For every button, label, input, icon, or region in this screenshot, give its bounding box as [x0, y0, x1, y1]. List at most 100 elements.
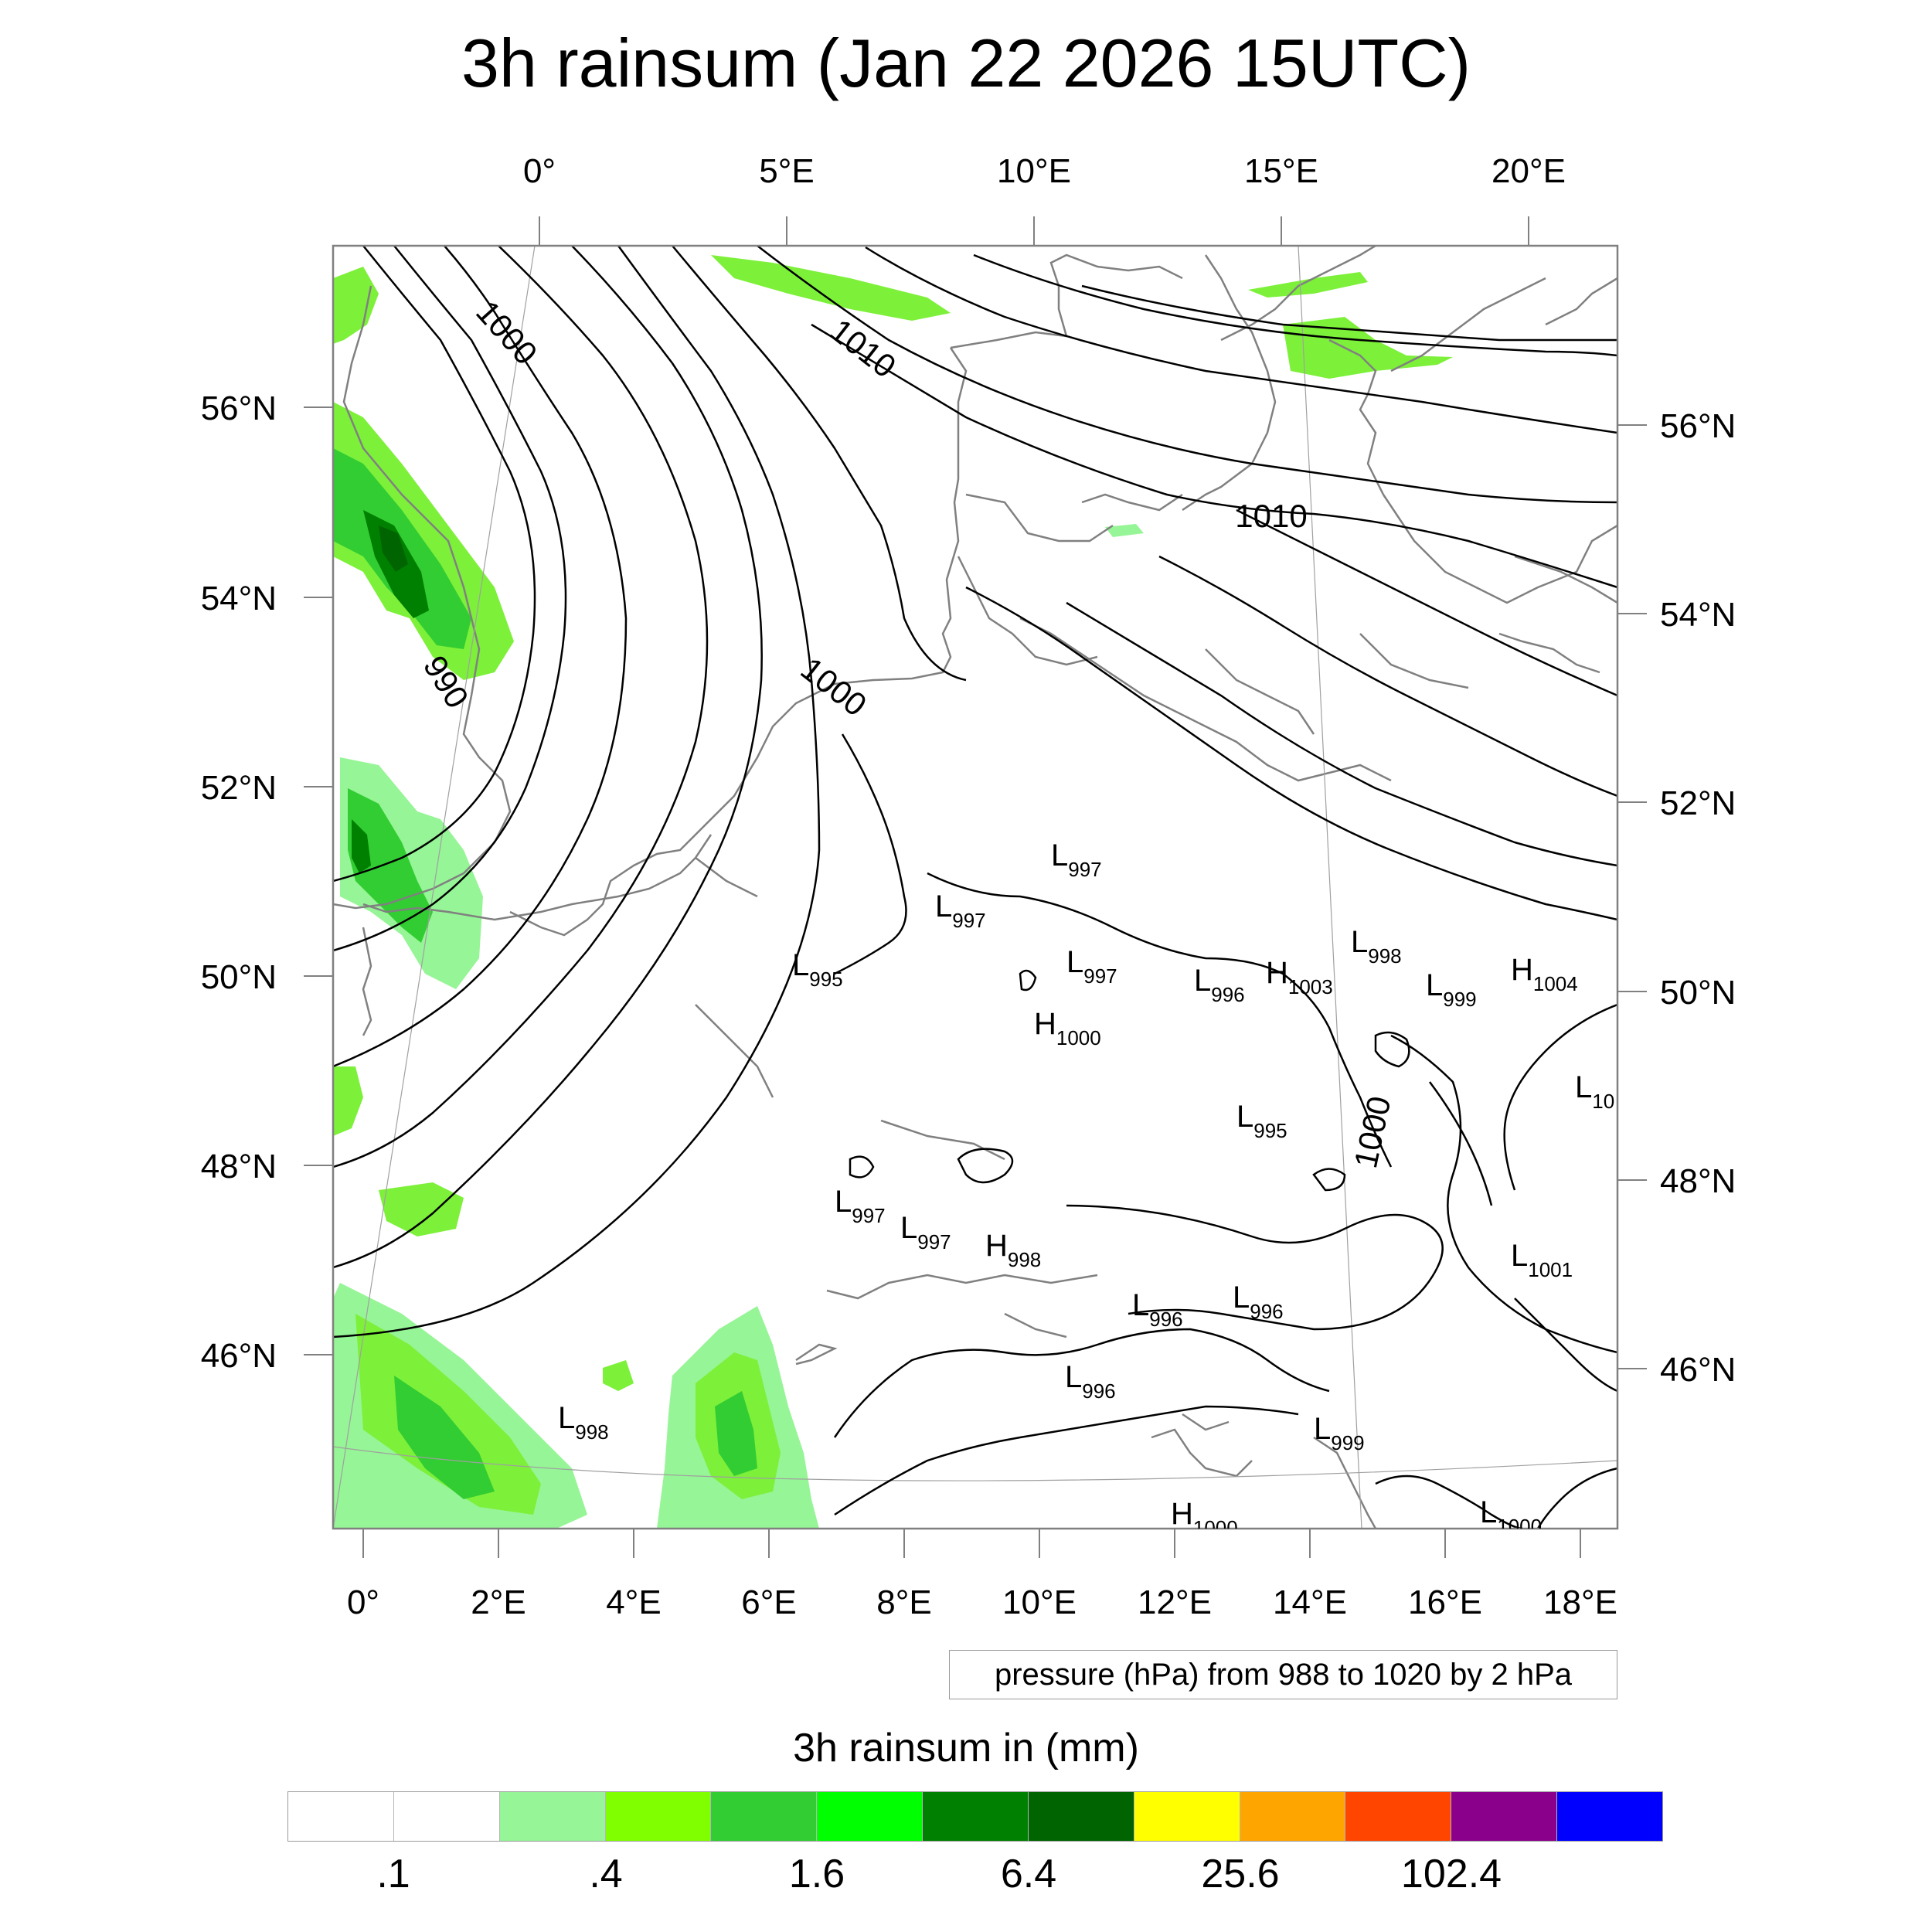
pressure-center: L998: [1351, 925, 1402, 968]
colorbar-label: 6.4: [1000, 1852, 1057, 1896]
colorbar-cell: [605, 1792, 712, 1841]
pressure-center: L997: [900, 1211, 951, 1253]
top-lon-labels: 0° 5°E 10°E 15°E 20°E: [523, 152, 1566, 190]
bottom-lon-label: 8°E: [876, 1583, 931, 1621]
precip-area: [394, 1376, 495, 1499]
right-lat-label: 52°N: [1660, 784, 1736, 822]
precip-area: [1105, 524, 1144, 537]
colorbar-cell: [1134, 1792, 1240, 1841]
colorbar-cell: [1345, 1792, 1452, 1841]
isobar-labels: 1000 1010 990 1000 1010 1000: [417, 294, 1398, 1172]
pressure-center: L999: [1314, 1412, 1365, 1454]
left-lat-label: 50°N: [201, 958, 277, 996]
precip-area: [1248, 272, 1368, 298]
pressure-center: L1001: [1511, 1239, 1573, 1281]
bottom-lon-label: 18°E: [1543, 1583, 1617, 1621]
top-lon-label: 15°E: [1244, 152, 1318, 190]
colorbar-title: 3h rainsum in (mm): [793, 1726, 1139, 1770]
pressure-center: L997: [1051, 838, 1102, 881]
coastline-layer: [333, 246, 1617, 1529]
colorbar-cell: [711, 1792, 818, 1841]
colorbar-cell: [499, 1792, 606, 1841]
bottom-lon-label: 12°E: [1138, 1583, 1212, 1621]
bottom-lon-label: 14°E: [1273, 1583, 1347, 1621]
colorbar-label: .1: [376, 1852, 410, 1896]
pressure-center: L997: [835, 1185, 886, 1227]
graticule: [333, 246, 1617, 1529]
pressure-center: L996: [1233, 1281, 1284, 1323]
bottom-lon-label: 16°E: [1408, 1583, 1482, 1621]
bottom-lon-label: 0°: [347, 1583, 379, 1621]
pressure-center: L996: [1065, 1360, 1116, 1403]
pressure-center: L995: [1236, 1100, 1287, 1142]
pressure-center: L999: [1426, 968, 1477, 1011]
right-lat-label: 56°N: [1660, 407, 1736, 445]
bottom-lon-label: 4°E: [606, 1583, 661, 1621]
pressure-center: L10: [1575, 1070, 1614, 1113]
colorbar-cell: [817, 1792, 923, 1841]
right-lat-label: 50°N: [1660, 974, 1736, 1012]
precip-layer: [333, 255, 1453, 1529]
isobar-layer: [333, 246, 1617, 1529]
colorbar: [287, 1791, 1663, 1842]
colorbar-cell: [1451, 1792, 1558, 1841]
pressure-centers: L997 L997 L995 L997 H1000 L996 H1003 L99…: [558, 838, 1614, 1539]
precip-area: [711, 255, 951, 321]
colorbar-cell: [393, 1792, 500, 1841]
pressure-center: H1000: [1034, 1007, 1101, 1049]
precip-area: [348, 788, 433, 943]
precip-area: [379, 526, 408, 572]
bottom-lon-labels: 0° 2°E 4°E 6°E 8°E 10°E 12°E 14°E 16°E 1…: [347, 1583, 1617, 1621]
isobar-label: 1000: [794, 650, 874, 723]
isobar-label: 1010: [1235, 498, 1307, 534]
precip-area: [603, 1360, 634, 1391]
colorbar-label: 1.6: [788, 1852, 845, 1896]
bottom-lon-label: 6°E: [741, 1583, 796, 1621]
top-lon-label: 20°E: [1492, 152, 1566, 190]
map-title: 3h rainsum (Jan 22 2026 15UTC): [461, 25, 1471, 101]
isobar-label: 1000: [469, 294, 544, 372]
bottom-lon-label: 10°E: [1002, 1583, 1077, 1621]
right-lat-label: 54°N: [1660, 596, 1736, 634]
pressure-center: H1004: [1511, 953, 1578, 995]
left-lat-label: 54°N: [201, 580, 277, 617]
pressure-center: H1000: [1171, 1497, 1238, 1539]
top-lon-label: 0°: [523, 152, 556, 190]
colorbar-label: 102.4: [1400, 1852, 1502, 1896]
isobar-label: 1000: [1347, 1093, 1397, 1171]
pressure-center: H1003: [1266, 956, 1333, 998]
pressure-center: H998: [985, 1229, 1041, 1271]
precip-area: [333, 267, 379, 344]
left-lat-label: 46°N: [201, 1337, 277, 1375]
left-lat-labels: 56°N 54°N 52°N 50°N 48°N 46°N: [201, 389, 277, 1375]
pressure-center: L995: [792, 948, 843, 991]
colorbar-cell: [1557, 1792, 1662, 1841]
plot-frame: [332, 244, 1619, 1530]
colorbar-cell: [923, 1792, 1029, 1841]
right-lat-label: 46°N: [1660, 1351, 1736, 1389]
pressure-center: L996: [1132, 1288, 1183, 1331]
colorbar-label: 25.6: [1201, 1852, 1280, 1896]
top-lon-label: 10°E: [997, 152, 1071, 190]
left-lat-label: 52°N: [201, 769, 277, 807]
contour-info-box: pressure (hPa) from 988 to 1020 by 2 hPa: [949, 1650, 1617, 1699]
precip-area: [333, 1066, 363, 1136]
right-lat-labels: 56°N 54°N 52°N 50°N 48°N 46°N: [1660, 407, 1736, 1389]
precip-area: [715, 1391, 757, 1476]
left-lat-label: 48°N: [201, 1148, 277, 1185]
precip-area: [379, 1182, 464, 1236]
precip-area: [1283, 317, 1453, 379]
colorbar-cell: [1028, 1792, 1134, 1841]
colorbar-label: .4: [589, 1852, 623, 1896]
pressure-center: L998: [558, 1401, 609, 1444]
right-lat-label: 48°N: [1660, 1162, 1736, 1200]
pressure-center: L996: [1194, 964, 1245, 1006]
pressure-center: L1000: [1480, 1495, 1542, 1538]
pressure-center: L997: [935, 889, 986, 932]
pressure-center: L997: [1066, 945, 1117, 988]
precip-area: [352, 819, 371, 873]
bottom-lon-label: 2°E: [471, 1583, 526, 1621]
top-lon-label: 5°E: [759, 152, 814, 190]
axis-ticks: [304, 216, 1647, 1558]
